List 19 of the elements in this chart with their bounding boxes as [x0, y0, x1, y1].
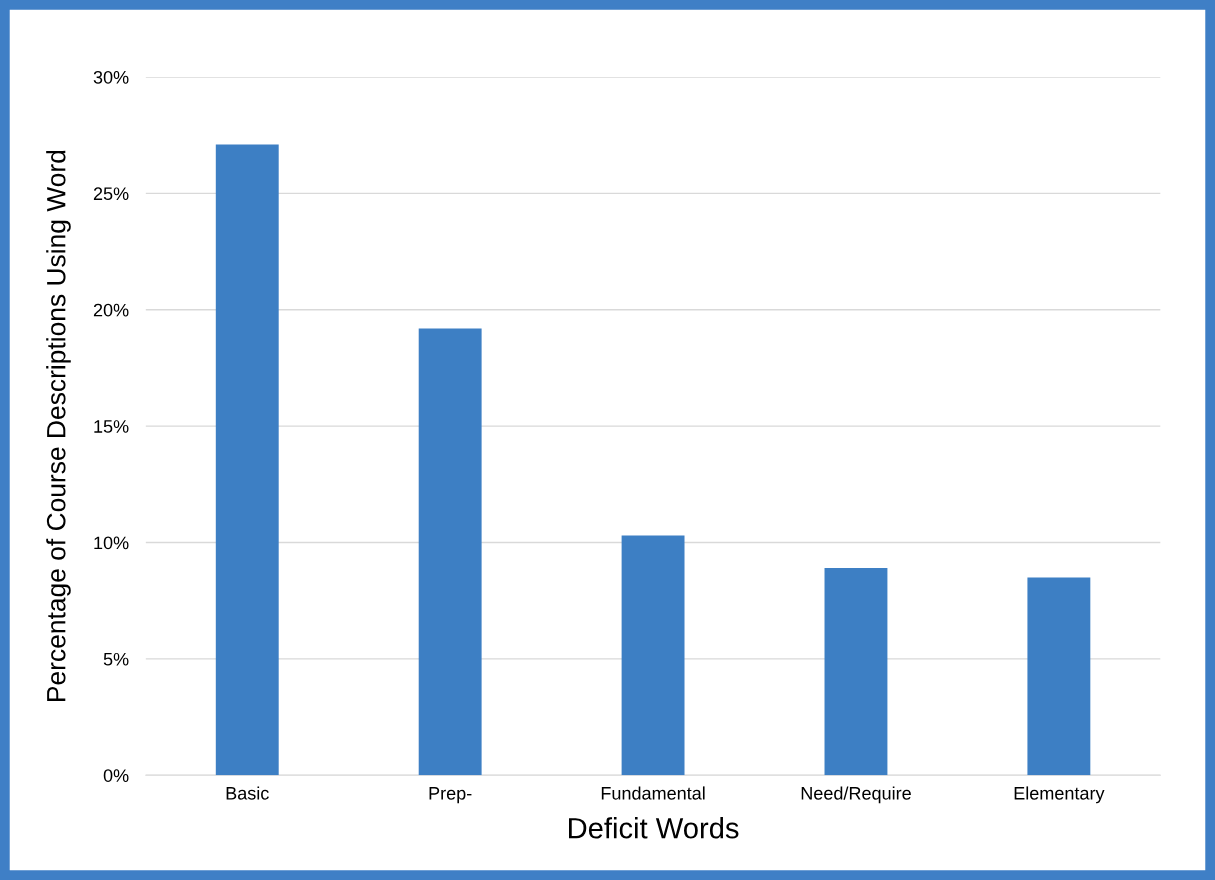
y-tick-label: 5% — [103, 652, 129, 666]
x-axis-title: Deficit Words — [569, 817, 739, 839]
bar — [621, 535, 685, 776]
x-tick-label: Need/Require — [801, 786, 911, 804]
y-tick-label: 25% — [93, 187, 129, 201]
x-tick-label: Fundamental — [601, 786, 705, 800]
bar — [1027, 577, 1091, 776]
x-tick-label: Basic — [226, 786, 269, 800]
x-tick-label: Prep- — [429, 787, 472, 804]
y-tick-label: 0% — [103, 769, 129, 782]
bar — [215, 144, 279, 776]
bar — [824, 568, 888, 776]
x-tick-label: Elementary — [1014, 786, 1105, 804]
y-axis-title: Percentage of Course Descriptions Using Word — [46, 150, 71, 701]
y-tick-label: 30% — [93, 70, 129, 84]
y-tick-label: 20% — [93, 303, 129, 317]
bar — [418, 328, 482, 776]
y-tick-label: 15% — [94, 420, 129, 433]
y-tick-label: 10% — [94, 536, 129, 550]
